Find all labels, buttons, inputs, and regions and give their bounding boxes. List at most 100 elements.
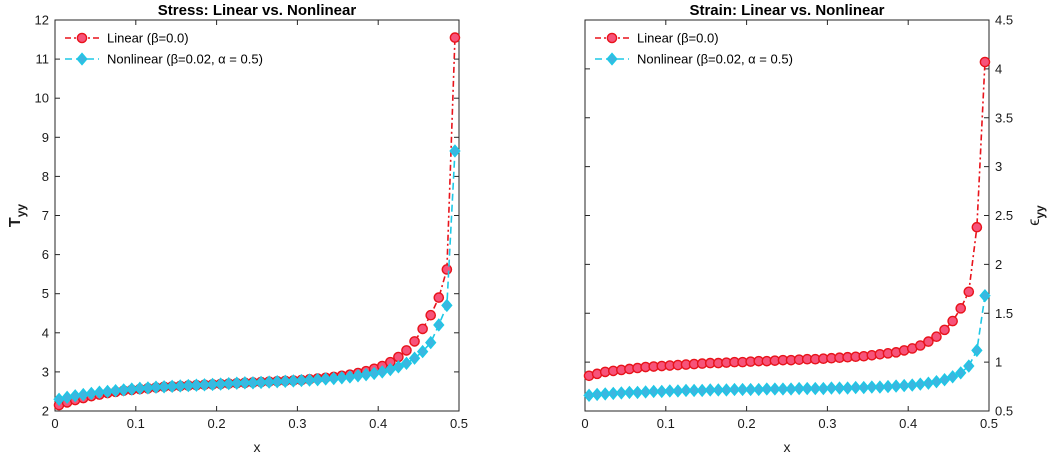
data-point [449,144,461,158]
data-point [599,387,611,401]
data-point [850,380,862,395]
series-1 [53,144,461,406]
chart-0: Stress: Linear vs. Nonlinear 0 0.1 0.2 0.3 0.… [7,2,468,455]
y-axis-label: Tyy [7,204,28,227]
data-point [648,384,660,399]
y-tick-label: 1 [995,355,1002,370]
data-point [336,371,348,385]
y-tick-label: 9 [42,130,49,145]
data-point [809,381,821,396]
data-point [753,382,765,397]
x-tick-label: 0.5 [980,416,998,431]
legend-marker [76,52,88,66]
data-point [841,381,854,395]
data-point [214,377,227,391]
data-point [441,298,453,313]
data-point [126,382,138,396]
y-tick-label: 7 [42,208,49,223]
data-point [696,383,708,398]
data-point [672,384,684,398]
x-tick-label: 0.4 [369,416,387,431]
y-tick-label: 1.5 [995,306,1013,321]
data-point [287,374,300,388]
y-axis-label: ϵyy [1026,205,1047,226]
legend-label: Nonlinear (β=0.02, α = 0.5) [107,52,263,67]
data-point [425,335,437,350]
y-tick-label: 8 [42,169,49,184]
data-point [271,374,283,389]
data-point [433,318,445,332]
y-tick-label: 0.5 [995,404,1013,419]
x-tick-label: 0.3 [288,416,306,431]
data-point [680,383,692,398]
data-point [882,379,894,394]
data-point [408,351,421,365]
y-tick-label: 2 [995,257,1002,272]
y-tick-label: 3 [42,364,49,379]
data-point [946,370,959,384]
data-point [955,366,967,380]
chart-1: Strain: Linear vs. Nonlinear 0 0.1 0.2 0.3 0.… [581,2,1047,455]
data-point [938,373,951,387]
data-point [231,376,243,390]
y-tick-label: 4 [42,325,49,340]
chart-title: Stress: Linear vs. Nonlinear [158,2,357,19]
data-point [963,286,975,298]
data-point [239,376,251,390]
plot-frame [584,19,990,412]
data-point [801,381,813,396]
data-point [923,336,934,347]
legend-label: Linear (β=0.0) [107,31,189,46]
data-point [142,381,154,395]
data-point [858,380,870,395]
x-tick-label: 0 [581,416,588,431]
legend-label: Linear (β=0.0) [637,31,719,46]
x-tick-label: 0.1 [127,416,145,431]
legend: Linear (β=0.0) Nonlinear (β=0.02, α = 0.5… [595,31,793,67]
data-point [320,372,332,386]
data-point [971,343,983,358]
data-point [591,387,603,402]
data-point [769,382,781,396]
data-point [150,380,162,394]
data-point [664,384,676,398]
x-tick-label: 0.4 [899,416,917,431]
data-point [761,382,773,396]
y-axis-label-subscript: yy [14,204,28,218]
data-point [134,381,146,396]
chart-title: Strain: Linear vs. Nonlinear [689,2,884,19]
data-point [979,288,991,303]
y-tick-label: 2 [42,404,49,419]
data-point [93,385,106,399]
data-point [303,373,316,387]
x-tick-label: 0.3 [818,416,836,431]
data-point [416,344,429,359]
series-0 [583,56,991,382]
data-point [190,378,203,392]
data-point [392,360,405,374]
y-tick-label: 3 [995,159,1002,174]
data-point [607,386,619,401]
data-point [890,379,902,393]
x-tick-label: 0.2 [208,416,226,431]
data-point [866,380,878,394]
data-point [793,381,805,396]
data-point [931,331,942,343]
data-point [963,359,975,373]
y-axis-label-main: ϵ [1026,219,1043,226]
data-point [744,382,757,397]
data-point [955,303,967,314]
data-point [206,377,219,392]
plot-frame [54,19,460,412]
data-point [874,380,886,394]
data-point [639,385,652,399]
y-tick-label: 10 [35,91,49,106]
data-point [947,315,958,327]
legend: Linear (β=0.0) Nonlinear (β=0.02, α = 0.5… [65,31,263,67]
data-point [328,371,340,386]
x-axis-label: x [784,439,791,455]
data-point [623,385,636,400]
x-tick-label: 0.5 [450,416,468,431]
data-point [720,383,733,397]
